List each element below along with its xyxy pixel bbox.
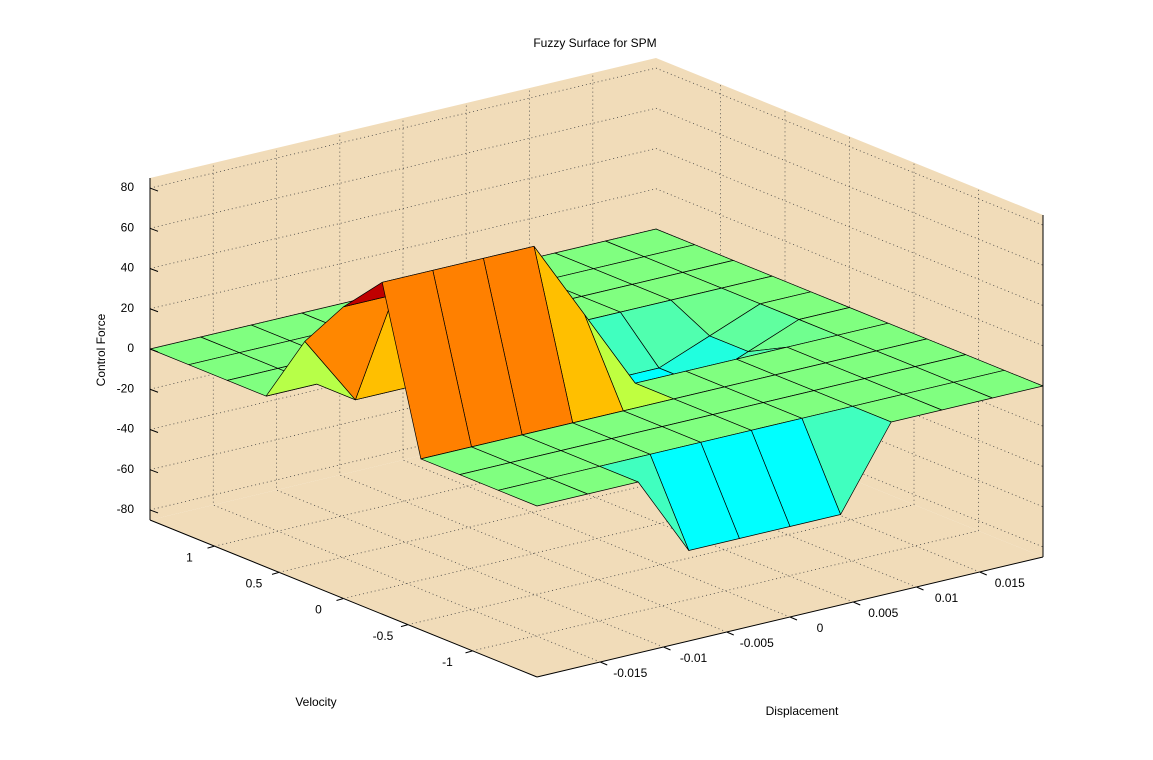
grid-line <box>472 188 979 652</box>
x-tick <box>600 661 608 666</box>
grid-line <box>407 162 915 626</box>
z-tick-label: -60 <box>117 462 135 476</box>
x-tick-label: -0.015 <box>613 666 647 680</box>
x-axis-label: Displacement <box>766 704 839 718</box>
z-tick <box>149 308 159 313</box>
x-tick <box>726 631 734 636</box>
chart-title: Fuzzy Surface for SPM <box>533 36 656 50</box>
z-tick-label: 80 <box>121 180 135 194</box>
y-tick <box>336 598 344 601</box>
z-tick-label: 60 <box>121 220 135 234</box>
z-tick <box>149 227 159 232</box>
z-tick <box>149 268 159 272</box>
tick-labels: -0.015 -0.01 -0.005 0 0.005 0.01 0.015 -1 -0.5 0 0… <box>117 180 1025 680</box>
x-tick <box>979 571 987 576</box>
y-tick <box>207 545 215 549</box>
x-tick-label: -0.005 <box>740 636 774 650</box>
x-tick-label: 0.01 <box>935 591 959 605</box>
z-tick <box>149 187 159 192</box>
y-tick-label: 0.5 <box>246 577 263 591</box>
x-tick <box>789 616 798 621</box>
surface <box>149 228 1044 551</box>
grid-line <box>149 148 1044 306</box>
x-tick-label: 0.015 <box>995 576 1025 590</box>
z-tick-label: 0 <box>127 341 134 355</box>
z-tick <box>149 348 159 353</box>
z-tick-label: 40 <box>121 261 135 275</box>
z-tick <box>149 509 159 514</box>
x-tick-label: -0.01 <box>680 651 708 665</box>
y-tick-label: 0 <box>315 603 322 617</box>
y-tick <box>465 650 473 654</box>
z-tick <box>149 388 159 393</box>
y-tick-label: 1 <box>186 550 193 564</box>
x-tick-label: 0 <box>817 621 824 635</box>
x-tick-label: 0.005 <box>868 606 898 620</box>
x-tick <box>916 586 924 591</box>
z-tick-label: -80 <box>117 502 135 516</box>
z-axis-label: Control Force <box>94 313 108 386</box>
surface-cell <box>497 477 588 507</box>
grid-line <box>149 107 1044 266</box>
grid-line <box>149 67 1044 226</box>
x-tick <box>663 646 671 651</box>
y-tick-label: -0.5 <box>373 629 394 643</box>
y-tick <box>400 624 409 628</box>
y-tick-label: -1 <box>442 655 453 669</box>
y-tick <box>271 571 280 575</box>
z-tick <box>149 429 159 433</box>
z-tick <box>149 469 159 474</box>
y-axis-label: Velocity <box>295 695 336 709</box>
x-tick <box>853 601 861 606</box>
z-tick-label: -20 <box>117 381 135 395</box>
grid-line <box>149 188 1044 347</box>
z-tick-label: 20 <box>121 301 135 315</box>
z-tick-label: -40 <box>117 422 135 436</box>
